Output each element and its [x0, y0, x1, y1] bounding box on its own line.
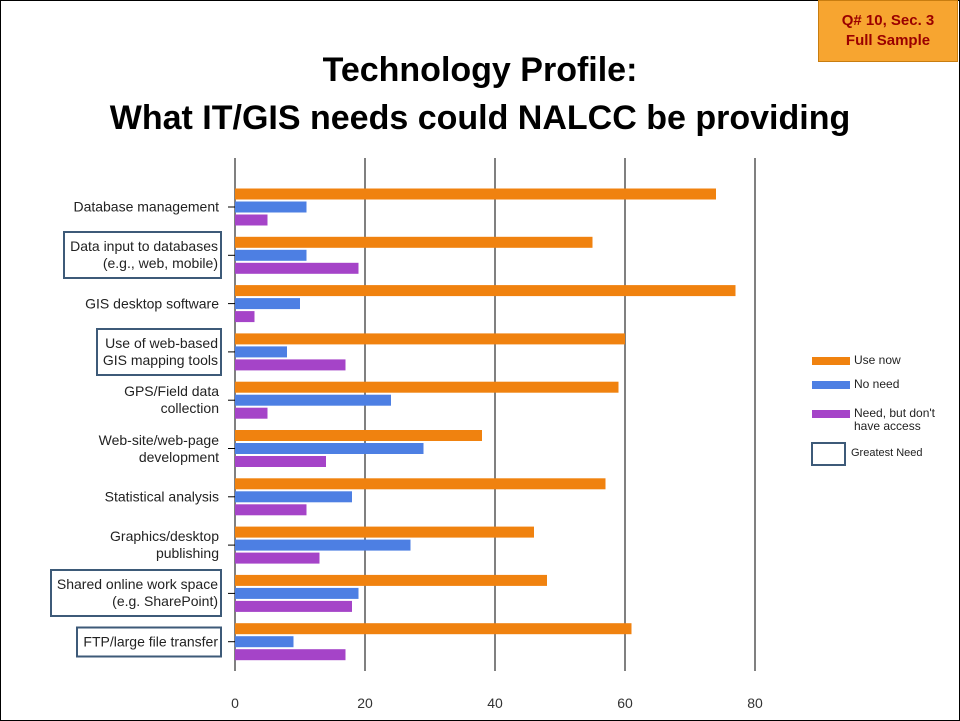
bar [235, 539, 411, 551]
bar [235, 346, 287, 358]
legend-swatch [812, 357, 850, 365]
x-tick-label: 0 [231, 695, 239, 711]
category-label: Web-site/web-page development [98, 431, 219, 465]
category-label: Database management [73, 198, 219, 215]
badge-line: Full Sample [845, 32, 931, 49]
category-label: Statistical analysis [104, 488, 219, 505]
bar [235, 214, 268, 226]
bar [235, 394, 391, 406]
bar [235, 456, 326, 467]
bar [235, 623, 632, 635]
category-label: Data input to databases (e.g., web, mobi… [63, 231, 222, 280]
category-label: FTP/large file transfer [76, 626, 222, 658]
bar [235, 443, 424, 454]
bar [235, 201, 307, 213]
bar [235, 359, 346, 371]
bar [235, 262, 359, 274]
legend-label: No need [854, 377, 900, 391]
bar [235, 587, 359, 599]
bar [235, 407, 268, 419]
category-label: Graphics/desktop publishing [110, 528, 219, 562]
bar [235, 188, 716, 200]
legend-swatch [812, 410, 850, 418]
bar [235, 504, 307, 516]
bar [235, 600, 352, 612]
badge-line: Q# 10, Sec. 3 [841, 12, 935, 29]
bar [235, 285, 736, 297]
legend-label: Need, but don't have access [854, 406, 936, 433]
bar [235, 430, 482, 441]
category-label: GPS/Field data collection [124, 383, 219, 417]
title-line: What IT/GIS needs could NALCC be providi… [109, 99, 851, 137]
badge: Q# 10, Sec. 3 Full Sample [818, 0, 958, 62]
legend-label: Greatest Need [851, 447, 923, 459]
bar [235, 478, 606, 490]
bar [235, 552, 320, 564]
bar [235, 249, 307, 261]
x-tick-label: 80 [747, 695, 763, 711]
category-label: GIS desktop software [85, 295, 219, 312]
bar [235, 333, 625, 345]
x-tick-label: 40 [487, 695, 503, 711]
legend-swatch [812, 381, 850, 389]
bar [235, 574, 547, 586]
title-line: Technology Profile: [322, 51, 638, 89]
category-label: Use of web-based GIS mapping tools [95, 327, 222, 376]
bar [235, 311, 255, 323]
bar [235, 491, 352, 503]
x-tick-label: 60 [617, 695, 633, 711]
legend-highlight-box [811, 442, 846, 466]
bar [235, 636, 294, 648]
bar [235, 526, 534, 538]
x-tick-label: 20 [357, 695, 373, 711]
bar [235, 649, 346, 661]
bar [235, 381, 619, 393]
bar [235, 298, 300, 310]
legend-label: Use now [854, 353, 901, 367]
bar [235, 236, 593, 248]
category-label: Shared online work space (e.g. SharePoin… [49, 569, 222, 618]
